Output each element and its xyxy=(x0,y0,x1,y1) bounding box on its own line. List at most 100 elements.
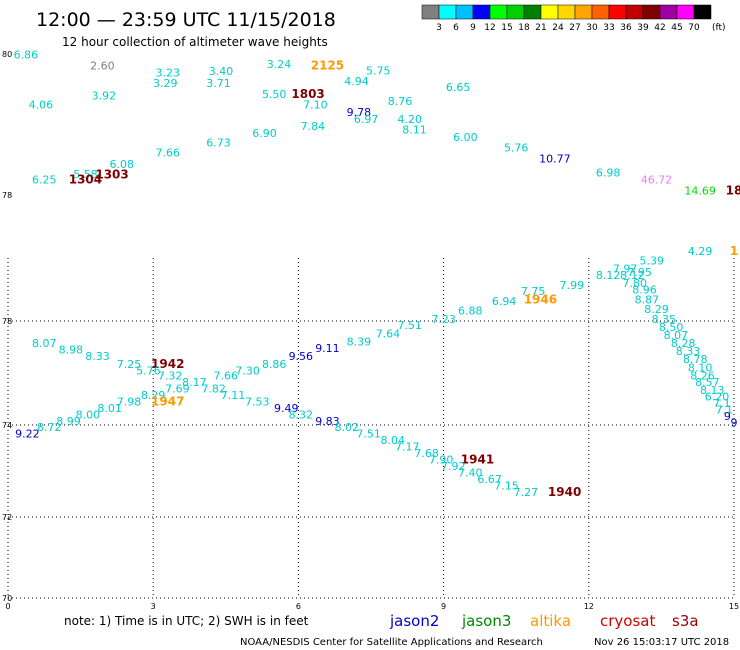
footer-note: note: 1) Time is in UTC; 2) SWH is in fe… xyxy=(64,614,309,628)
data-point-label: 8.12 xyxy=(596,269,621,282)
x-tick-label: 15 xyxy=(729,602,739,611)
legend-swatch xyxy=(473,5,490,19)
legend-label: 12 xyxy=(484,23,495,33)
data-point-label: 4.06 xyxy=(29,99,54,112)
data-point-label: 6.98 xyxy=(596,167,621,180)
x-tick-label: 9 xyxy=(441,602,446,611)
legend-swatch xyxy=(592,5,609,19)
legend-label: 18 xyxy=(518,23,530,33)
data-point-label: 8.76 xyxy=(388,95,413,108)
data-point-label: 7.53 xyxy=(245,395,270,408)
x-tick-label: 0 xyxy=(5,602,10,611)
data-point-label: 9.22 xyxy=(15,428,40,441)
y-tick-label: 72 xyxy=(2,513,12,522)
legend-label: 45 xyxy=(671,23,682,33)
data-point-label: 7.66 xyxy=(214,369,239,382)
data-point-label: 8.72 xyxy=(37,421,62,434)
data-point-label: 3.71 xyxy=(206,77,231,90)
legend-swatch xyxy=(456,5,473,19)
legend-swatch xyxy=(507,5,524,19)
y-tick-label: 80 xyxy=(2,50,12,59)
footer-timestamp: Nov 26 15:03:17 UTC 2018 xyxy=(594,637,729,648)
data-point-label: 7.27 xyxy=(514,486,539,499)
data-point-label: 1941 xyxy=(461,453,494,467)
data-point-label: 8.98 xyxy=(59,344,84,357)
data-point-label: 6.88 xyxy=(458,305,483,318)
legend-swatch xyxy=(694,5,711,19)
data-point-label: 8.33 xyxy=(85,350,110,363)
legend-label: 24 xyxy=(552,23,564,33)
legend-unit: (ft) xyxy=(712,23,726,33)
legend-swatch xyxy=(575,5,592,19)
x-tick-label: 3 xyxy=(151,602,156,611)
legend-swatch xyxy=(541,5,558,19)
data-point-label: 3.92 xyxy=(92,89,117,102)
data-point-label: 7.99 xyxy=(560,279,585,292)
data-point-label: 1304 xyxy=(69,173,102,187)
y-tick-label: 74 xyxy=(2,421,12,430)
legend-swatch xyxy=(660,5,677,19)
legend-label: 27 xyxy=(569,23,580,33)
satellite-legend: jason2 jason3 altika cryosat s3a xyxy=(389,612,699,630)
data-point-label: 1947 xyxy=(151,394,184,408)
data-point-label: 5.76 xyxy=(504,142,529,155)
data-point-label: 8.32 xyxy=(289,408,314,421)
legend-swatch xyxy=(609,5,626,19)
data-point-label: 9.11 xyxy=(315,342,340,355)
data-point-label: 6.25 xyxy=(32,174,57,187)
data-point-label: 7.11 xyxy=(221,389,246,402)
data-point-label: 1940 xyxy=(548,485,581,499)
data-point-label: 6.65 xyxy=(446,81,471,94)
data-point-label: 2.60 xyxy=(90,59,115,72)
y-tick-label: 78 xyxy=(2,317,12,326)
legend-label: 33 xyxy=(603,23,614,33)
data-point-label: 7.64 xyxy=(376,327,401,340)
y-tick-label: 78 xyxy=(2,191,12,200)
data-point-label: 7.84 xyxy=(301,120,326,133)
data-point-label: 3.40 xyxy=(209,65,234,78)
legend-swatch xyxy=(422,5,439,19)
data-point-label: 18 xyxy=(726,183,740,197)
data-point-label: 8.86 xyxy=(262,358,287,371)
legend-label: 9 xyxy=(470,23,476,33)
data-point-label: 1946 xyxy=(524,292,557,306)
data-point-label: 7.10 xyxy=(303,99,328,112)
data-point-label: 46.72 xyxy=(641,174,673,187)
x-tick-label: 6 xyxy=(296,602,301,611)
legend-swatch xyxy=(643,5,660,19)
satellite-label-altika: altika xyxy=(530,612,571,630)
legend-swatch xyxy=(524,5,541,19)
data-point-label: 6.90 xyxy=(252,127,277,140)
legend-swatch xyxy=(626,5,643,19)
data-point-label: 6.00 xyxy=(453,131,478,144)
chart-title: 12:00 — 23:59 UTC 11/15/2018 xyxy=(36,9,336,31)
legend-swatch xyxy=(490,5,507,19)
data-point-label: 14.69 xyxy=(684,184,716,197)
data-point-label: 10.77 xyxy=(539,152,571,165)
satellite-label-cryosat: cryosat xyxy=(600,612,655,630)
satellite-label-s3a: s3a xyxy=(672,612,699,630)
legend-label: 21 xyxy=(535,23,546,33)
data-point-label: 9 xyxy=(731,416,738,429)
data-point-label: 7.66 xyxy=(155,147,180,160)
data-point-label: 3.29 xyxy=(153,77,178,90)
legend-swatch xyxy=(558,5,575,19)
footer-credit: NOAA/NESDIS Center for Satellite Applica… xyxy=(240,637,543,648)
legend-label: 15 xyxy=(501,23,512,33)
data-point-label: 3.24 xyxy=(267,58,292,71)
data-point-label: 8.11 xyxy=(402,124,427,137)
data-point-label: 4.29 xyxy=(688,245,713,258)
data-point-label: 1 xyxy=(730,244,738,258)
data-point-label: 9.56 xyxy=(289,350,314,363)
legend-label: 3 xyxy=(436,23,442,33)
data-point-label: 7.30 xyxy=(235,365,260,378)
chart-subtitle: 12 hour collection of altimeter wave hei… xyxy=(62,35,328,49)
data-point-label: 6.86 xyxy=(14,49,39,62)
satellite-label-jason3: jason3 xyxy=(461,612,511,630)
data-point-label: 7.51 xyxy=(356,428,381,441)
legend-swatch xyxy=(439,5,456,19)
data-point-label: 6.94 xyxy=(492,295,517,308)
legend-label: 70 xyxy=(688,23,700,33)
data-point-label: 7.23 xyxy=(431,313,456,326)
data-point-label: 2125 xyxy=(311,58,344,72)
